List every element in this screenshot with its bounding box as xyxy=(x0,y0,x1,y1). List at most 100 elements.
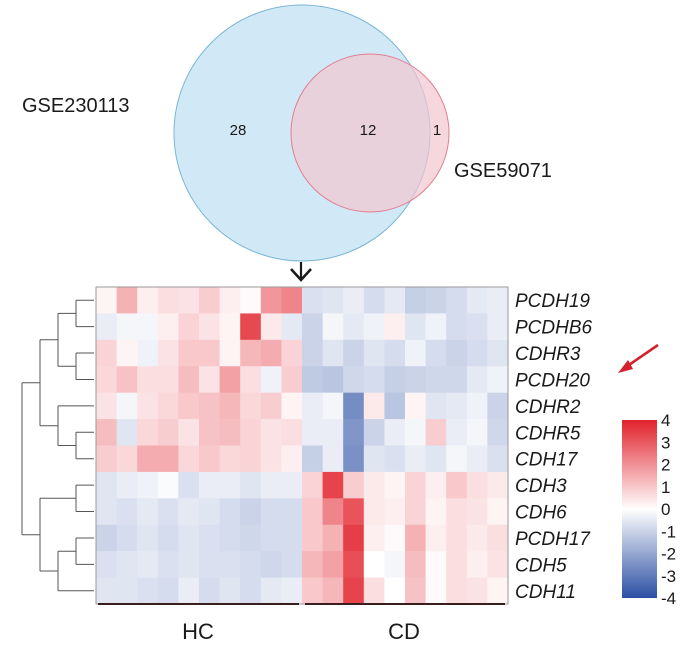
heatmap-cell xyxy=(343,471,365,499)
heatmap-cell xyxy=(281,577,303,605)
heatmap-cell xyxy=(446,313,468,341)
venn-diagram: GSE230113 GSE59071 28 12 1 xyxy=(22,4,552,262)
heatmap-cell xyxy=(260,471,282,499)
heatmap-cell xyxy=(178,287,200,314)
heatmap-cell xyxy=(487,392,509,420)
heatmap-cell xyxy=(405,577,426,605)
heatmap-cell xyxy=(425,551,447,578)
heatmap-cell xyxy=(384,313,406,341)
heatmap-cell xyxy=(363,287,385,314)
heatmap-cell xyxy=(199,287,220,314)
heatmap-cell xyxy=(384,366,406,394)
heatmap-cell xyxy=(384,419,406,446)
heatmap-cell xyxy=(302,577,323,605)
heatmap-cell xyxy=(157,287,179,314)
heatmap-cell xyxy=(405,392,426,420)
colorbar-tick-label: -4 xyxy=(661,589,676,608)
heatmap-cell xyxy=(281,366,303,394)
heatmap-cell xyxy=(446,287,468,314)
heatmap-cell xyxy=(137,366,159,394)
colorbar-tick-label: -2 xyxy=(661,545,676,564)
heatmap-cell xyxy=(302,339,323,367)
heatmap-cell xyxy=(446,498,468,526)
heatmap-cell xyxy=(137,524,159,552)
venn-count-first-only: 28 xyxy=(230,122,247,139)
heatmap-cell xyxy=(363,524,385,552)
heatmap-cell xyxy=(219,366,241,394)
heatmap-cell xyxy=(322,392,344,420)
row-label-cdh5: CDH5 xyxy=(515,555,567,576)
heatmap-cell xyxy=(178,471,200,499)
heatmap-cell xyxy=(157,339,179,367)
heatmap-cell xyxy=(302,498,323,526)
heatmap-cell xyxy=(96,392,117,420)
heatmap-cell xyxy=(137,445,159,473)
heatmap-cell xyxy=(343,551,365,578)
heatmap-cell xyxy=(446,524,468,552)
heatmap-cell xyxy=(384,445,406,473)
heatmap-cell xyxy=(199,471,220,499)
heatmap-cell xyxy=(199,445,220,473)
heatmap-cell xyxy=(363,419,385,446)
colorbar-ticks: 4 3 2 1 0 -1 -2 -3 -4 xyxy=(661,411,676,608)
heatmap-cell xyxy=(137,577,159,605)
heatmap-cell xyxy=(157,392,179,420)
heatmap-cell xyxy=(302,445,323,473)
heatmap-cell xyxy=(384,498,406,526)
heatmap-cell xyxy=(240,313,262,341)
heatmap-cell xyxy=(466,419,488,446)
heatmap-cell xyxy=(219,339,241,367)
heatmap-cell xyxy=(384,551,406,578)
row-label-cdhr2: CDHR2 xyxy=(515,397,581,418)
heatmap-cell xyxy=(343,339,365,367)
heatmap-cell xyxy=(219,313,241,341)
heatmap-cell xyxy=(466,577,488,605)
heatmap-cell xyxy=(446,551,468,578)
heatmap-cell xyxy=(116,366,138,394)
row-label-cdh6: CDH6 xyxy=(515,503,567,524)
heatmap-cell xyxy=(96,577,117,605)
heatmap-cell xyxy=(240,577,262,605)
venn-count-second-only: 1 xyxy=(433,122,441,139)
heatmap-cell xyxy=(322,551,344,578)
heatmap-cell xyxy=(116,445,138,473)
heatmap-cell xyxy=(425,445,447,473)
group-label-cd: CD xyxy=(388,619,420,644)
heatmap-cell xyxy=(302,366,323,394)
heatmap-cell xyxy=(302,524,323,552)
heatmap-cell xyxy=(116,339,138,367)
heatmap-cell xyxy=(322,445,344,473)
heatmap-cell xyxy=(322,313,344,341)
venn-set-label-gse59071: GSE59071 xyxy=(454,160,552,182)
heatmap-cell xyxy=(240,392,262,420)
heatmap-cell xyxy=(219,524,241,552)
heatmap-cell xyxy=(96,287,117,314)
heatmap-cell xyxy=(260,313,282,341)
heatmap-cell xyxy=(137,339,159,367)
heatmap-cell xyxy=(466,313,488,341)
heatmap-cell xyxy=(466,445,488,473)
heatmap-cell xyxy=(157,366,179,394)
heatmap-cell xyxy=(405,339,426,367)
colorbar-tick-label: 3 xyxy=(661,433,670,452)
heatmap-cell xyxy=(446,339,468,367)
heatmap-cell xyxy=(405,287,426,314)
down-arrow-icon xyxy=(290,262,312,282)
group-annotations: HC CD xyxy=(98,603,505,644)
colorbar-tick-label: 4 xyxy=(661,411,670,430)
heatmap-cells xyxy=(96,287,509,605)
heatmap-cell xyxy=(425,524,447,552)
heatmap-cell xyxy=(343,366,365,394)
heatmap-cell xyxy=(260,551,282,578)
heatmap-cell xyxy=(178,498,200,526)
heatmap-cell xyxy=(281,471,303,499)
heatmap-cell xyxy=(322,419,344,446)
venn-set-label-gse230113: GSE230113 xyxy=(22,95,130,117)
heatmap-frame xyxy=(95,286,509,605)
heatmap-cell xyxy=(322,287,344,314)
heatmap-cell xyxy=(116,419,138,446)
heatmap-cell xyxy=(446,471,468,499)
heatmap-cell xyxy=(137,392,159,420)
heatmap-cell xyxy=(343,524,365,552)
